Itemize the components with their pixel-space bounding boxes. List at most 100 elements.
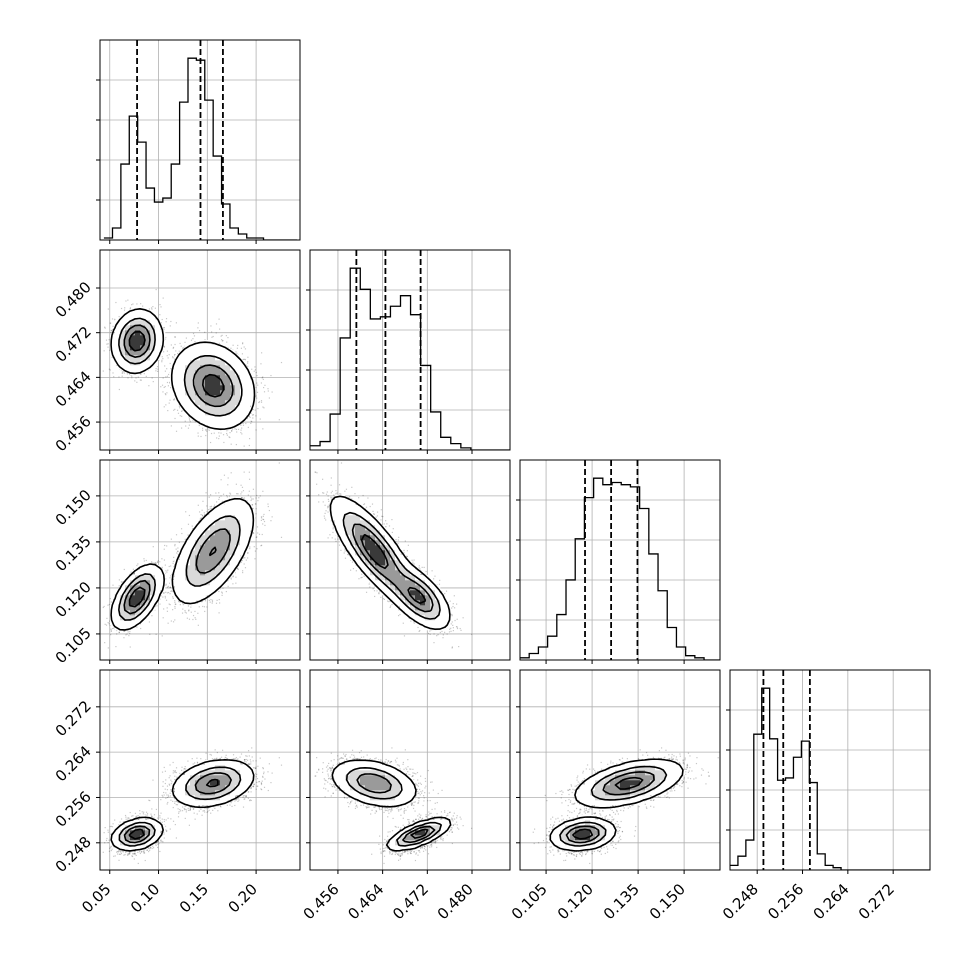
sample-point xyxy=(151,377,153,379)
sample-point xyxy=(218,435,220,437)
sample-point xyxy=(278,419,280,421)
sample-point xyxy=(218,342,220,344)
sample-point xyxy=(162,377,164,379)
sample-point xyxy=(170,367,172,370)
sample-point xyxy=(175,350,177,352)
sample-point xyxy=(172,356,174,358)
sample-point xyxy=(262,378,264,381)
sample-point xyxy=(181,415,183,417)
sample-point xyxy=(154,307,157,309)
sample-point xyxy=(248,437,251,440)
sample-point xyxy=(259,418,261,420)
sample-point xyxy=(207,428,209,430)
sample-point xyxy=(255,371,257,374)
sample-point xyxy=(236,431,238,433)
sample-point xyxy=(250,420,252,422)
sample-point xyxy=(209,441,212,444)
sample-point xyxy=(240,429,242,431)
panel-0-0 xyxy=(96,39,301,244)
sample-point xyxy=(162,297,164,299)
sample-point xyxy=(135,377,137,379)
sample-point xyxy=(176,409,179,411)
sample-point xyxy=(115,301,117,304)
sample-point xyxy=(236,352,238,354)
sample-point xyxy=(197,322,199,324)
sample-point xyxy=(225,335,227,337)
sample-point xyxy=(249,416,251,418)
panel-frame xyxy=(99,39,301,241)
sample-point xyxy=(252,414,255,416)
sample-point xyxy=(197,435,199,437)
sample-point xyxy=(163,327,165,329)
sample-point xyxy=(180,410,183,412)
sample-point xyxy=(110,322,112,324)
sample-point xyxy=(152,306,154,308)
sample-point xyxy=(241,427,243,429)
sample-point xyxy=(197,432,199,434)
sample-point xyxy=(176,352,179,355)
plot-area xyxy=(100,250,300,450)
sample-point xyxy=(244,348,247,350)
sample-point xyxy=(161,318,163,321)
sample-point xyxy=(174,388,176,390)
sample-point xyxy=(247,365,249,367)
sample-point xyxy=(251,368,253,370)
sample-point xyxy=(151,308,153,310)
sample-point xyxy=(111,318,114,320)
sample-point xyxy=(122,371,124,373)
sample-point xyxy=(163,346,166,348)
sample-point xyxy=(208,429,210,431)
sample-point xyxy=(174,398,176,400)
sample-point xyxy=(112,329,114,331)
sample-point xyxy=(254,396,257,398)
sample-point xyxy=(234,428,236,430)
sample-point xyxy=(255,415,257,417)
sample-point xyxy=(252,408,254,411)
sample-point xyxy=(123,372,125,374)
sample-point xyxy=(263,386,265,389)
sample-point xyxy=(166,381,169,384)
sample-point xyxy=(230,347,232,349)
sample-point xyxy=(205,434,207,437)
sample-point xyxy=(221,334,223,336)
sample-point xyxy=(216,437,218,439)
sample-point xyxy=(234,424,236,427)
sample-point xyxy=(215,332,217,334)
sample-point xyxy=(129,308,131,310)
sample-point xyxy=(121,372,123,375)
sample-point xyxy=(131,304,133,306)
sample-point xyxy=(174,417,176,420)
sample-point xyxy=(252,417,254,419)
sample-point xyxy=(242,343,244,345)
sample-point xyxy=(240,347,243,349)
sample-point xyxy=(242,422,244,424)
sample-point xyxy=(192,338,194,340)
sample-point xyxy=(258,401,260,404)
sample-point xyxy=(155,370,157,372)
sample-point xyxy=(248,415,250,417)
sample-point xyxy=(164,370,166,372)
sample-point xyxy=(103,350,105,352)
sample-point xyxy=(110,329,112,332)
sample-point xyxy=(174,336,176,338)
sample-point xyxy=(185,425,187,427)
sample-point xyxy=(109,369,111,371)
sample-point xyxy=(172,357,174,359)
sample-point xyxy=(165,321,167,323)
sample-point xyxy=(262,406,264,408)
sample-point xyxy=(112,325,114,327)
sample-point xyxy=(244,359,246,361)
sample-point xyxy=(261,377,263,379)
sample-point xyxy=(254,369,257,371)
sample-point xyxy=(121,375,123,377)
sample-point xyxy=(260,363,262,365)
sample-point xyxy=(174,354,176,356)
sample-point xyxy=(118,376,120,378)
sample-point xyxy=(102,370,104,372)
sample-point xyxy=(246,362,249,364)
sample-point xyxy=(169,362,171,365)
sample-point xyxy=(280,361,283,364)
sample-point xyxy=(104,326,106,328)
sample-point xyxy=(235,351,237,353)
